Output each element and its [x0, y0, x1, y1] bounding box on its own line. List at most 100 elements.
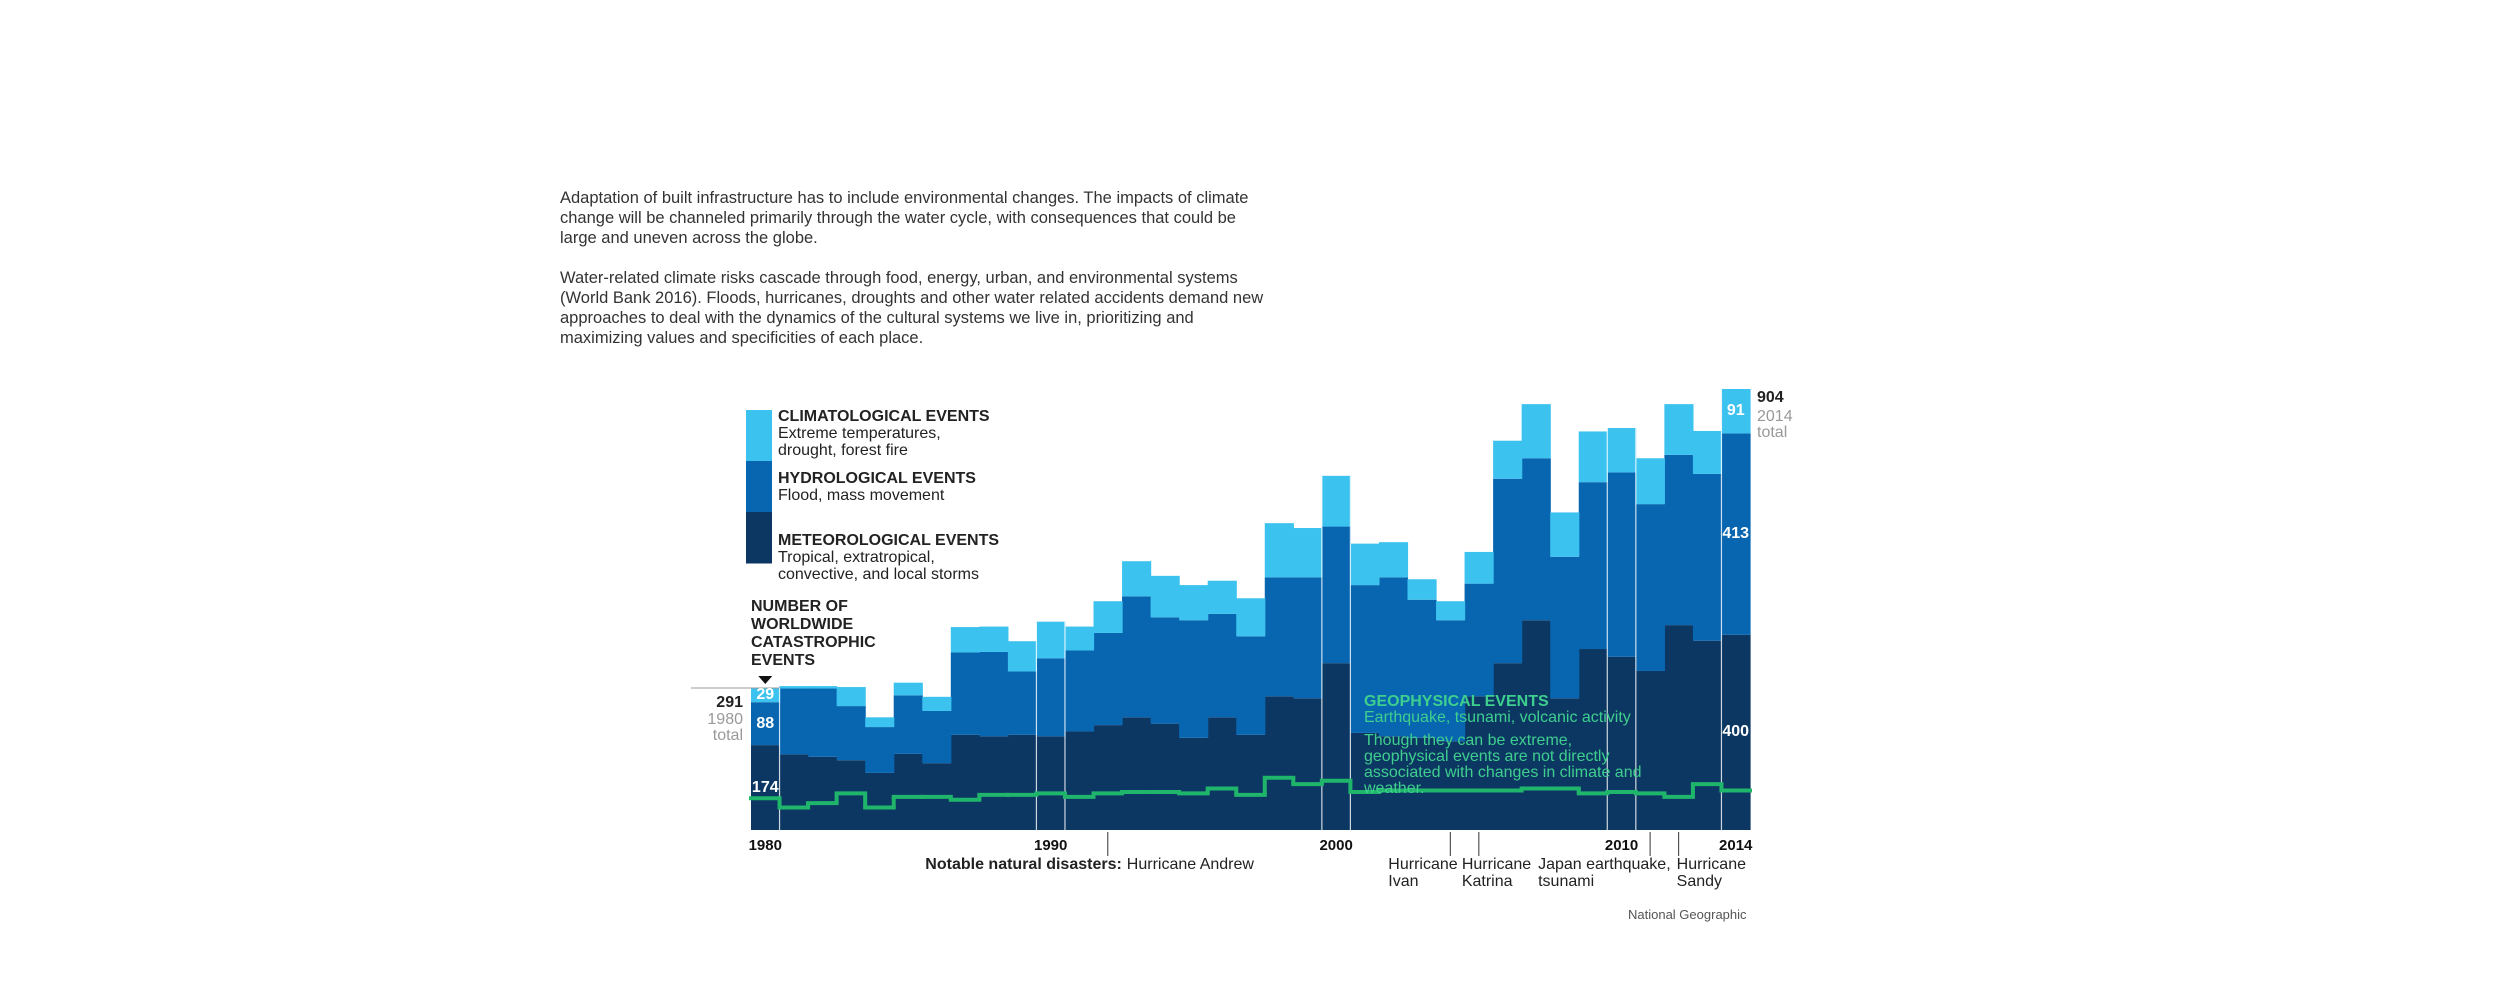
bar-segment: [836, 706, 866, 761]
bar-segment: [1436, 601, 1466, 621]
event-label: Hurricane Sandy: [1676, 856, 1746, 890]
bar-segment: [1350, 732, 1380, 830]
value-label: 413: [1722, 525, 1750, 543]
bar-segment: [1550, 512, 1580, 557]
bar-segment: [893, 682, 923, 696]
line-description: Earthquake, tsunami, volcanic activity: [1364, 709, 1631, 726]
total-label: 2014 total: [1757, 408, 1793, 441]
paragraph: Adaptation of built infrastructure has t…: [560, 189, 1249, 247]
total-value: 291: [716, 694, 743, 712]
legend-description: Tropical, extratropical, convective, and…: [778, 549, 979, 583]
bar-segment: [1179, 585, 1209, 621]
bar-segment: [1436, 741, 1466, 830]
bar-segment: [1635, 504, 1665, 671]
legend-description: Flood, mass movement: [778, 487, 945, 504]
bar-segment: [1350, 543, 1380, 586]
bar-segment: [1578, 649, 1608, 830]
bar-segment: [1692, 640, 1723, 830]
bar-segment: [1007, 671, 1038, 735]
bar-segment: [1493, 478, 1523, 664]
bar-segment: [808, 756, 838, 830]
bar-segment: [779, 688, 809, 755]
bar-segment: [979, 736, 1009, 830]
bar-segment: [1007, 641, 1038, 672]
bar-segment: [979, 651, 1009, 737]
total-label: 1980 total: [707, 711, 743, 745]
bar-segment: [1464, 696, 1494, 830]
bar-segment: [893, 753, 923, 830]
legend-title: CLIMATOLOGICAL EVENTS: [778, 408, 990, 425]
bar-segment: [1007, 734, 1038, 830]
bar-segment: [1093, 725, 1123, 830]
bar-segment: [979, 626, 1009, 652]
bar-segment: [1578, 482, 1608, 650]
bar-segment: [1692, 430, 1723, 474]
bar-segment: [751, 745, 781, 830]
bar-segment: [1036, 658, 1066, 737]
arrow: [758, 676, 773, 684]
bar-segment: [1436, 620, 1466, 742]
total-value: 904: [1757, 389, 1784, 406]
bar-segment: [1093, 632, 1123, 726]
bar-segment: [1293, 528, 1323, 578]
bar-segment: [1550, 698, 1580, 830]
value-label: 29: [756, 686, 775, 704]
bar-segment: [950, 652, 980, 735]
bar-segment: [779, 686, 809, 689]
bar-segment: [1521, 458, 1551, 621]
legend-swatch: [746, 410, 772, 462]
bar-segment: [1635, 670, 1665, 830]
bar-segment: [1692, 473, 1723, 641]
bar-segment: [1493, 440, 1523, 479]
event-label: Hurricane Andrew: [1126, 856, 1254, 873]
bar-segment: [950, 627, 980, 653]
bar-segment: [1721, 389, 1751, 434]
legend-title: METEOROLOGICAL EVENTS: [778, 532, 1000, 549]
legend-description: Extreme temperatures, drought, forest fi…: [778, 425, 941, 459]
bar-segment: [836, 687, 866, 707]
bar-segment: [922, 710, 952, 764]
x-tick-label: 1990: [1034, 837, 1067, 854]
bar-segment: [1236, 598, 1266, 637]
bar-segment: [1464, 583, 1494, 697]
bar-segment: [1122, 717, 1152, 830]
bar-segment: [1207, 580, 1237, 614]
bar-segment: [922, 696, 952, 711]
bar-segment: [808, 686, 838, 689]
bar-segment: [1721, 634, 1751, 830]
bar-segment: [1407, 599, 1437, 738]
bar-segment: [1150, 617, 1180, 724]
bar-segment: [1150, 723, 1180, 830]
bar-segment: [1264, 523, 1294, 578]
bar-segment: [1578, 431, 1608, 483]
line-title: GEOPHYSICAL EVENTS: [1364, 693, 1549, 710]
bar-segment: [751, 688, 781, 703]
bar-segment: [1378, 542, 1409, 578]
bar-segment: [1064, 626, 1095, 651]
bar-segment: [1607, 656, 1637, 830]
y-axis-label: NUMBER OF WORLDWIDE CATASTROPHIC EVENTS: [751, 598, 876, 669]
legend-title: HYDROLOGICAL EVENTS: [778, 470, 976, 487]
bar-segment: [865, 717, 895, 728]
value-label: 400: [1722, 723, 1750, 741]
paragraph: Water-related climate risks cascade thro…: [560, 269, 1264, 347]
bar-segment: [1607, 428, 1637, 473]
legend-swatch: [746, 512, 772, 564]
bar-segment: [1407, 737, 1437, 830]
bar-segment: [1721, 433, 1751, 635]
bar-segment: [1664, 454, 1694, 626]
bar-segment: [1635, 458, 1665, 505]
bar-segment: [1264, 696, 1294, 830]
bar-segment: [808, 688, 838, 757]
x-tick-label: 2010: [1605, 837, 1638, 854]
bar-segment: [865, 772, 895, 830]
bar-segment: [1036, 621, 1066, 659]
bar-segment: [1207, 717, 1237, 830]
bar-segment: [1150, 575, 1180, 618]
bar-segment: [1350, 585, 1380, 733]
bar-segment: [779, 754, 809, 830]
event-label: Hurricane Ivan: [1388, 856, 1458, 890]
bar-segment: [751, 702, 781, 746]
